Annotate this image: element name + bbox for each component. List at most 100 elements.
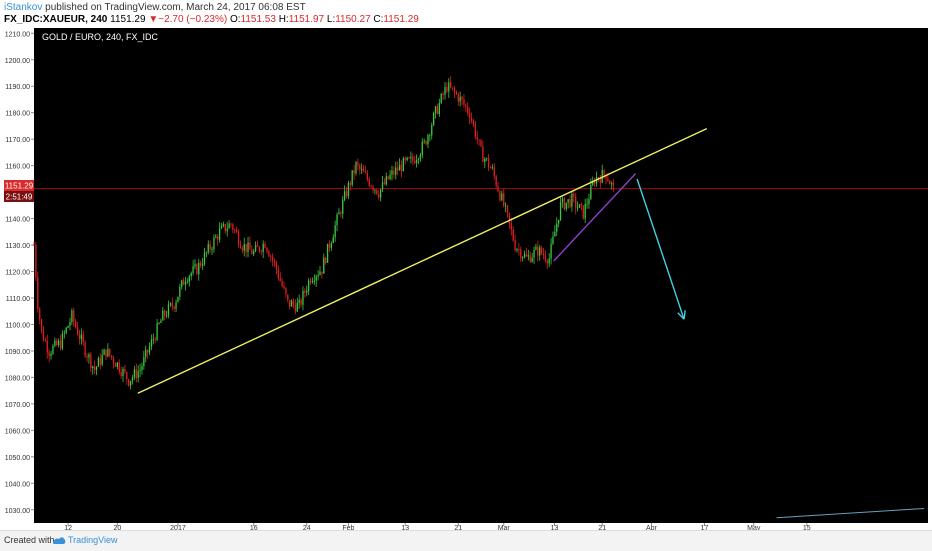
- candle-body: [39, 308, 41, 320]
- candle-body: [262, 243, 264, 252]
- candle-body: [419, 154, 422, 159]
- candle-body: [612, 183, 615, 186]
- candle-body: [254, 245, 257, 252]
- x-tick-label: Apr: [646, 525, 658, 530]
- candle-body: [86, 355, 88, 358]
- candle-body: [107, 348, 109, 357]
- chart-header: iStankov published on TradingView.com, M…: [0, 0, 932, 28]
- candle-body: [323, 257, 325, 274]
- candle-body: [573, 193, 575, 197]
- x-tick-label: 21: [454, 525, 462, 530]
- y-tick-label: 1080.00: [5, 375, 30, 382]
- candle-body: [351, 170, 353, 185]
- candle-body: [122, 368, 124, 376]
- candle-body: [544, 255, 547, 261]
- y-tick-label: 1050.00: [5, 455, 30, 462]
- candle-body: [90, 354, 92, 369]
- candle-body: [451, 87, 454, 89]
- plot-area[interactable]: [34, 28, 928, 523]
- candle-body: [404, 158, 406, 161]
- candle-body: [137, 371, 139, 379]
- candle-body: [309, 280, 312, 283]
- footer: Created with TradingView: [0, 530, 932, 551]
- candle-body: [557, 219, 560, 224]
- trendline[interactable]: [137, 127, 708, 394]
- candle-body: [438, 102, 440, 115]
- price-chart[interactable]: 1210.00 1200.00 1190.00 1180.00 1170.00 1160.…: [0, 28, 932, 530]
- candle-body: [222, 224, 225, 226]
- candle-body: [209, 244, 211, 250]
- candle-body: [118, 362, 120, 372]
- candle-body: [504, 205, 507, 207]
- candle-body: [491, 167, 494, 169]
- candle-body: [63, 332, 65, 334]
- projection_line[interactable]: [636, 178, 685, 320]
- x-tick-label: 13: [551, 525, 559, 530]
- candle-body: [101, 354, 103, 365]
- candle-body: [192, 266, 194, 273]
- candle-body: [468, 112, 471, 119]
- candle-body: [230, 223, 232, 225]
- countdown-label: 2:51:49: [6, 193, 33, 202]
- candle-body: [52, 346, 54, 354]
- candle-body: [431, 125, 433, 136]
- candle-body: [154, 339, 156, 341]
- candle-body: [410, 156, 412, 159]
- x-tick-label: Feb: [342, 525, 354, 530]
- candle-body: [539, 247, 541, 256]
- candle-body: [349, 182, 351, 185]
- candle-body: [182, 280, 185, 285]
- candle-body: [497, 185, 499, 192]
- candle-body: [325, 257, 327, 263]
- candle-body: [465, 104, 467, 107]
- candle-body: [319, 271, 321, 275]
- candle-body: [264, 243, 266, 248]
- candle-body: [578, 204, 581, 208]
- candle-body: [285, 288, 287, 295]
- candle-body: [523, 254, 526, 258]
- candle-body: [167, 304, 170, 316]
- candle-body: [548, 258, 550, 264]
- candle-body: [218, 228, 221, 240]
- ohlc-open-value: 1151.53: [240, 14, 276, 25]
- drawings[interactable]: [137, 127, 925, 519]
- candle-body: [162, 310, 164, 321]
- candle-body: [556, 223, 558, 232]
- candle-body: [395, 167, 397, 175]
- candle-body: [133, 369, 136, 378]
- candle-body: [575, 196, 577, 208]
- candle-body: [290, 301, 293, 307]
- candle-body: [281, 280, 283, 287]
- y-axis[interactable]: 1210.00 1200.00 1190.00 1180.00 1170.00 1160.…: [5, 31, 34, 515]
- author-link[interactable]: iStankov: [4, 2, 43, 13]
- candle-body: [298, 299, 300, 303]
- wedge_line[interactable]: [553, 173, 637, 262]
- candle-body: [429, 135, 431, 136]
- candle-body: [228, 223, 230, 229]
- candle-body: [525, 254, 528, 257]
- x-axis[interactable]: 12 20 2017 16 24 Feb 13 21 Mar 13 21 Apr 17 May 15: [64, 523, 811, 530]
- candle-body: [359, 165, 361, 170]
- candle-body: [512, 229, 514, 241]
- candle-body: [152, 339, 154, 341]
- candle-body: [190, 272, 192, 277]
- candle-body: [338, 212, 340, 215]
- created-with-text: Created with: [4, 535, 55, 545]
- x-tick-label: 17: [701, 525, 709, 530]
- candle-body: [408, 157, 410, 159]
- candle-body: [370, 185, 372, 187]
- candle-body: [353, 170, 355, 174]
- candle-body: [220, 225, 223, 229]
- candle-body: [457, 94, 459, 102]
- candle-body: [40, 319, 43, 331]
- symbol-name[interactable]: FX_IDC:XAUEUR, 240: [4, 14, 108, 25]
- candle-body: [520, 249, 522, 259]
- y-tick-label: 1170.00: [5, 137, 30, 144]
- candle-body: [385, 176, 387, 185]
- candle-body: [194, 264, 196, 267]
- tradingview-link[interactable]: TradingView: [68, 535, 118, 545]
- candle-body: [69, 322, 71, 327]
- candle-body: [158, 323, 160, 324]
- candle-body: [300, 299, 302, 305]
- candle-body: [76, 326, 79, 335]
